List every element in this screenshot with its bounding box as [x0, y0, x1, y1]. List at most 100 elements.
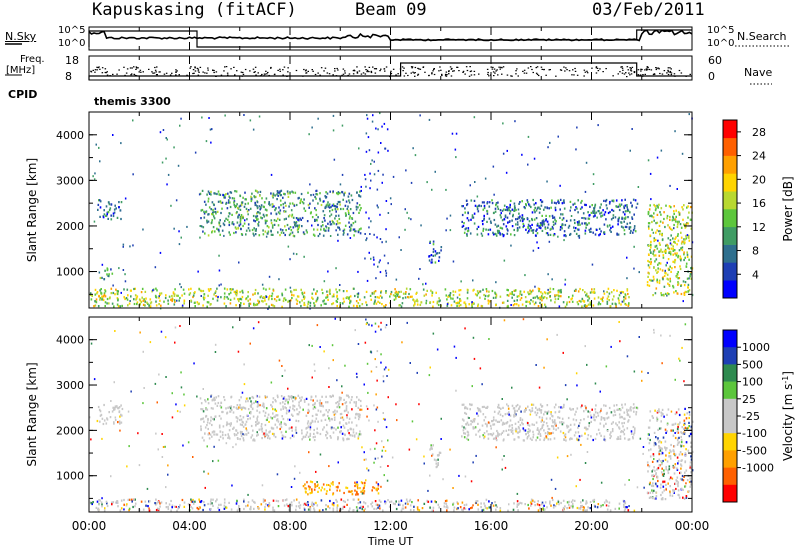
range-cell: [593, 297, 596, 300]
range-cell: [611, 430, 614, 433]
range-cell: [471, 216, 474, 219]
range-cell: [602, 209, 604, 212]
range-cell: [343, 491, 345, 495]
range-cell: [94, 304, 97, 307]
range-cell: [620, 303, 622, 306]
range-cell: [538, 504, 541, 507]
range-cell: [528, 300, 530, 303]
nave-dot: [233, 66, 235, 68]
range-cell: [449, 293, 451, 297]
range-cell: [537, 287, 540, 290]
noise-cell: [365, 211, 367, 214]
range-cell: [530, 299, 532, 302]
range-cell: [485, 406, 487, 409]
range-cell: [89, 292, 92, 295]
nave-dot: [227, 74, 229, 76]
range-cell: [465, 423, 467, 426]
range-cell: [409, 288, 412, 291]
range-cell: [140, 500, 143, 503]
range-cell: [660, 493, 662, 497]
range-cell: [236, 203, 238, 206]
range-cell: [586, 292, 588, 295]
range-cell: [467, 227, 470, 230]
range-cell: [491, 289, 494, 293]
range-cell: [277, 211, 280, 214]
range-cell: [685, 290, 688, 294]
range-cell: [350, 223, 352, 226]
noise-cell: [406, 211, 408, 214]
range-cell: [559, 228, 562, 231]
range-cell: [348, 421, 350, 424]
noise-cell: [179, 124, 181, 127]
range-cell: [314, 483, 316, 486]
noise-cell: [371, 120, 374, 123]
range-cell: [600, 215, 603, 218]
nave-dot: [678, 69, 681, 72]
range-cell: [624, 198, 626, 201]
nave-dot: [139, 69, 142, 71]
range-cell: [627, 304, 630, 307]
nave-dot: [411, 67, 413, 69]
range-cell: [468, 508, 470, 511]
range-cell: [271, 427, 273, 430]
noise-cell: [547, 273, 549, 276]
range-cell: [574, 227, 577, 230]
range-cell: [338, 406, 341, 409]
range-cell: [603, 292, 606, 295]
range-cell: [213, 210, 215, 213]
range-cell: [338, 226, 340, 229]
range-cell: [536, 232, 539, 235]
range-cell: [434, 261, 437, 264]
range-cell: [105, 500, 108, 503]
range-cell: [211, 435, 213, 438]
noise-cell: [438, 251, 441, 254]
nave-dot: [410, 72, 412, 74]
range-cell: [563, 403, 565, 406]
range-cell: [337, 426, 339, 429]
range-cell: [610, 291, 613, 294]
range-cell: [245, 400, 247, 403]
range-cell: [273, 223, 276, 226]
range-cell: [312, 504, 314, 507]
range-cell: [606, 508, 609, 511]
range-cell: [155, 304, 158, 307]
range-cell: [685, 496, 688, 499]
range-cell: [632, 437, 634, 440]
range-cell: [651, 415, 654, 418]
range-cell: [244, 191, 246, 194]
range-cell: [300, 288, 302, 291]
range-cell: [109, 207, 112, 210]
range-cell: [239, 423, 242, 426]
range-cell: [615, 303, 617, 306]
range-cell: [668, 451, 671, 455]
nave-dot: [368, 66, 371, 68]
range-cell: [553, 233, 556, 236]
range-cell: [200, 217, 202, 220]
range-cell: [487, 302, 490, 305]
range-cell: [359, 195, 362, 198]
range-cell: [393, 298, 396, 301]
range-cell: [478, 204, 480, 207]
noise-cell: [558, 305, 561, 308]
nave-dot: [175, 71, 177, 73]
range-cell: [533, 423, 535, 426]
range-cell: [516, 217, 519, 221]
range-cell: [357, 302, 360, 305]
noise-cell: [173, 227, 175, 230]
range-cell: [515, 208, 517, 212]
range-cell: [576, 228, 579, 231]
range-cell: [659, 486, 662, 489]
range-cell: [274, 423, 277, 426]
range-cell: [632, 198, 635, 201]
range-cell: [494, 437, 497, 440]
range-cell: [191, 507, 194, 510]
range-cell: [648, 496, 651, 499]
range-cell: [668, 226, 671, 229]
noise-cell: [154, 266, 157, 269]
range-cell: [323, 302, 326, 305]
range-cell: [680, 471, 682, 474]
range-cell: [371, 489, 373, 492]
range-cell: [111, 410, 114, 413]
noise-cell: [93, 220, 96, 223]
range-cell: [247, 299, 249, 302]
